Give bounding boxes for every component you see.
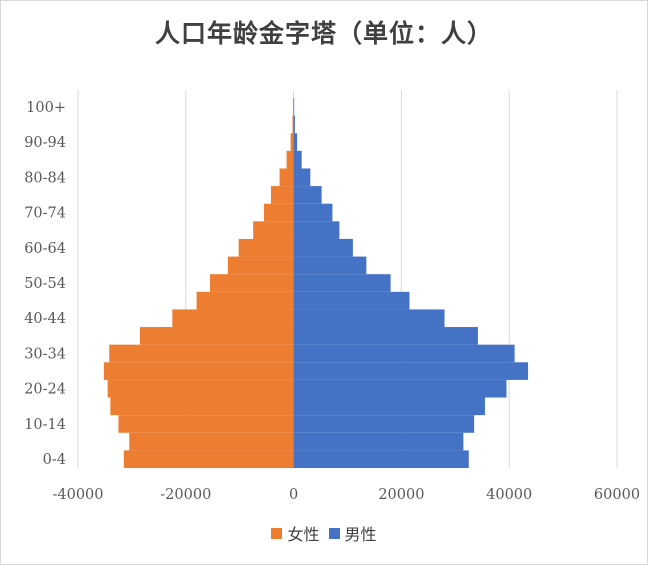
bar-female-70-74 bbox=[263, 203, 294, 222]
bar-female-75-79 bbox=[270, 186, 294, 204]
y-tick-label: 50-54 bbox=[24, 276, 66, 292]
bar-male-45-49 bbox=[293, 291, 410, 310]
bar-female-95-99 bbox=[292, 115, 294, 134]
bar-female-40-44 bbox=[172, 309, 294, 328]
bar-female-30-34 bbox=[109, 344, 294, 363]
x-tick-label: 40000 bbox=[486, 487, 532, 503]
y-tick-label: 90-94 bbox=[24, 135, 66, 151]
y-tick-label: 60-64 bbox=[24, 241, 66, 257]
legend-swatch-male bbox=[328, 527, 340, 539]
bar-male-15-19 bbox=[293, 397, 485, 416]
y-tick-label: 20-24 bbox=[24, 382, 66, 398]
bar-female-0-4 bbox=[123, 450, 294, 468]
x-tick-label: 20000 bbox=[378, 487, 424, 503]
bar-female-90-94 bbox=[290, 133, 294, 151]
bar-male-60-64 bbox=[293, 238, 353, 257]
bar-male-25-29 bbox=[293, 362, 529, 380]
bar-male-20-24 bbox=[293, 379, 507, 398]
y-tick-label: 40-44 bbox=[24, 311, 66, 327]
bar-male-50-54 bbox=[293, 274, 391, 292]
bar-female-65-69 bbox=[253, 221, 294, 239]
chart-title: 人口年龄金字塔（单位：人） bbox=[154, 19, 493, 48]
x-tick-label: -40000 bbox=[52, 487, 103, 503]
bar-male-5-9 bbox=[293, 432, 464, 451]
chart-legend: 女性 男性 bbox=[0, 521, 648, 545]
bar-male-100+ bbox=[293, 98, 295, 116]
legend-label-male: 男性 bbox=[344, 525, 377, 544]
bar-male-70-74 bbox=[293, 203, 333, 222]
bar-male-90-94 bbox=[293, 133, 298, 151]
x-tick-label: 60000 bbox=[594, 487, 640, 503]
y-tick-label: 100+ bbox=[26, 100, 66, 116]
y-tick-label: 80-84 bbox=[24, 170, 66, 186]
bar-female-55-59 bbox=[227, 256, 294, 275]
y-tick-label: 30-34 bbox=[24, 346, 66, 362]
y-tick-label: 70-74 bbox=[24, 206, 66, 222]
x-tick-label: -20000 bbox=[160, 487, 211, 503]
y-tick-label: 0-4 bbox=[43, 452, 66, 468]
bar-female-35-39 bbox=[139, 327, 294, 345]
bar-male-95-99 bbox=[293, 115, 295, 134]
bar-male-65-69 bbox=[293, 221, 340, 239]
bar-female-20-24 bbox=[107, 379, 294, 398]
bar-male-55-59 bbox=[293, 256, 367, 275]
bar-female-5-9 bbox=[129, 432, 294, 451]
x-tick-label: 0 bbox=[289, 487, 298, 503]
bar-female-85-89 bbox=[286, 150, 294, 169]
legend-item-male: 男性 bbox=[328, 521, 377, 545]
bar-male-10-14 bbox=[293, 415, 475, 433]
bar-male-30-34 bbox=[293, 344, 515, 363]
bar-male-75-79 bbox=[293, 186, 322, 204]
bar-female-25-29 bbox=[103, 362, 294, 380]
bar-male-40-44 bbox=[293, 309, 445, 328]
bar-male-85-89 bbox=[293, 150, 302, 169]
legend-label-female: 女性 bbox=[287, 525, 320, 544]
bar-female-45-49 bbox=[196, 291, 294, 310]
bar-female-10-14 bbox=[118, 415, 294, 433]
bar-male-0-4 bbox=[293, 450, 469, 468]
bar-male-35-39 bbox=[293, 327, 478, 345]
bar-female-80-84 bbox=[279, 168, 294, 187]
bar-female-15-19 bbox=[110, 397, 294, 416]
bar-female-60-64 bbox=[238, 238, 294, 257]
legend-item-female: 女性 bbox=[271, 521, 319, 545]
legend-swatch-female bbox=[271, 527, 283, 539]
y-tick-label: 10-14 bbox=[24, 417, 66, 433]
bar-female-50-54 bbox=[210, 274, 294, 292]
bar-male-80-84 bbox=[293, 168, 311, 187]
